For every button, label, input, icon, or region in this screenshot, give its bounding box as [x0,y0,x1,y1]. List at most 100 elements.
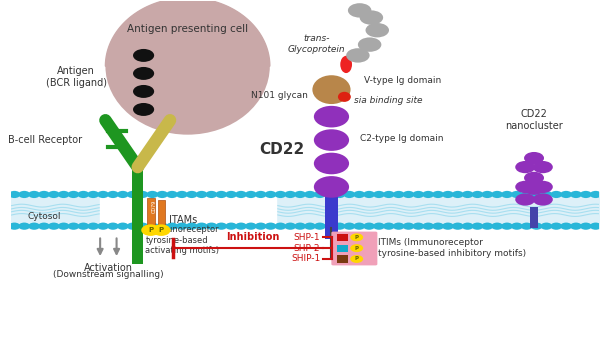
Circle shape [314,153,349,174]
Circle shape [133,85,154,98]
Circle shape [580,191,592,198]
Text: trans-
Glycoprotein: trans- Glycoprotein [288,34,346,54]
Circle shape [146,191,158,198]
Circle shape [186,191,197,198]
Text: P: P [158,227,164,233]
Circle shape [334,223,346,230]
Circle shape [127,191,139,198]
Circle shape [373,191,385,198]
Text: Antigen presenting cell: Antigen presenting cell [127,24,248,34]
Circle shape [472,191,484,198]
Circle shape [383,191,395,198]
Circle shape [107,223,119,230]
Circle shape [265,223,277,230]
Circle shape [511,191,523,198]
Text: Activation: Activation [84,262,133,273]
Circle shape [141,224,160,236]
Circle shape [58,191,70,198]
Circle shape [68,223,79,230]
Circle shape [88,223,99,230]
Circle shape [186,223,197,230]
Text: CD79: CD79 [152,200,157,213]
Text: SHP-2: SHP-2 [294,244,320,253]
Circle shape [284,223,296,230]
Circle shape [462,191,473,198]
Circle shape [206,223,217,230]
Circle shape [515,161,535,173]
Circle shape [590,223,600,230]
Text: Inhibition: Inhibition [226,232,279,242]
Circle shape [97,191,109,198]
Circle shape [304,223,316,230]
Circle shape [245,191,257,198]
Text: P: P [148,227,153,233]
Ellipse shape [106,0,270,135]
Circle shape [68,191,79,198]
Circle shape [166,223,178,230]
Circle shape [206,191,217,198]
FancyBboxPatch shape [332,254,377,265]
Polygon shape [106,0,270,66]
Circle shape [255,223,266,230]
Circle shape [245,223,257,230]
Circle shape [462,223,473,230]
Circle shape [196,223,208,230]
Circle shape [491,223,503,230]
Circle shape [432,223,444,230]
Circle shape [196,191,208,198]
Circle shape [472,223,484,230]
Ellipse shape [313,75,350,104]
Circle shape [48,191,59,198]
Circle shape [353,191,365,198]
Circle shape [521,191,533,198]
Circle shape [58,223,70,230]
Circle shape [442,223,454,230]
Circle shape [560,223,572,230]
Circle shape [524,172,544,184]
Circle shape [117,191,128,198]
Circle shape [137,223,148,230]
Circle shape [373,223,385,230]
Circle shape [452,191,464,198]
Circle shape [344,191,355,198]
Text: Antigen
(BCR ligand): Antigen (BCR ligand) [46,66,107,88]
Text: CD22: CD22 [259,142,304,156]
Circle shape [152,224,170,236]
Circle shape [48,223,59,230]
Circle shape [590,191,600,198]
Circle shape [275,223,286,230]
Text: ITAMs: ITAMs [169,215,197,225]
Text: CD22
nanocluster: CD22 nanocluster [505,110,563,131]
Text: P: P [355,235,359,240]
Circle shape [452,223,464,230]
Circle shape [530,223,542,230]
Circle shape [107,191,119,198]
Bar [133,156,143,264]
Circle shape [412,191,424,198]
Circle shape [358,37,382,52]
Circle shape [334,191,346,198]
Circle shape [324,223,335,230]
Circle shape [127,223,139,230]
Bar [337,234,349,241]
Text: P: P [355,256,359,261]
Circle shape [541,191,552,198]
Circle shape [393,223,404,230]
Circle shape [359,11,383,25]
Text: P: P [355,246,359,250]
Circle shape [137,191,148,198]
Circle shape [294,191,306,198]
Circle shape [530,191,542,198]
Bar [158,200,165,228]
Circle shape [314,191,326,198]
Circle shape [501,191,513,198]
Text: N101 glycan: N101 glycan [251,90,308,99]
Text: C2-type Ig domain: C2-type Ig domain [359,134,443,143]
Circle shape [235,223,247,230]
Circle shape [275,191,286,198]
Circle shape [314,106,349,127]
Circle shape [353,223,365,230]
Circle shape [77,191,89,198]
Text: sia binding site: sia binding site [354,96,422,105]
Circle shape [38,191,50,198]
